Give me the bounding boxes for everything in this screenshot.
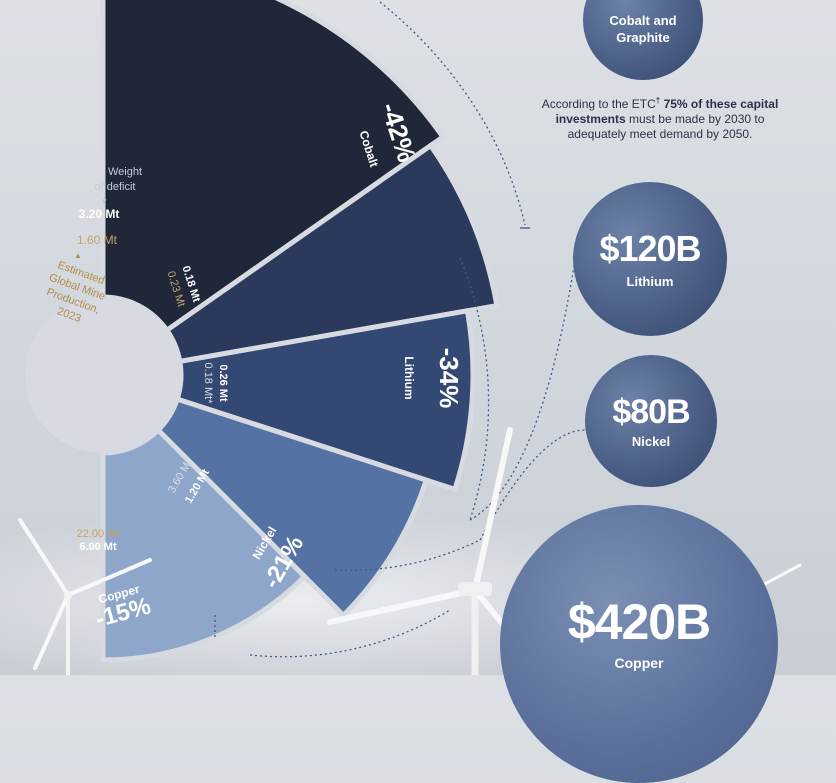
nickel-guide-arc — [334, 539, 481, 571]
cobalt-graphite-label: Cobalt and Graphite — [609, 13, 677, 45]
etc-note: According to the ETC† 75% of these capit… — [535, 93, 785, 142]
lithium-investment-bubble: $120B Lithium — [573, 182, 727, 336]
turbine-left — [18, 518, 152, 675]
lithium-label: Lithium — [626, 274, 674, 289]
nickel-label: Nickel — [631, 434, 671, 449]
guide-lines — [214, 1, 586, 658]
copper-label: Copper — [614, 655, 664, 671]
graphite-deficit: 3.20 Mt — [79, 207, 120, 221]
lithium-deficit: 0.26 Mt — [217, 364, 229, 402]
lithium-production: 0.18 Mt* — [202, 363, 214, 405]
nickel-amount: $80B — [612, 393, 690, 431]
copper-deficit: 6.00 Mt — [79, 541, 117, 553]
copper-production: 22.00 Mt — [77, 528, 120, 540]
nickel-connector — [479, 429, 586, 541]
note-tail: must be made by 2030 to adequately meet … — [567, 112, 765, 141]
weight-legend-line2: of deficit — [95, 181, 136, 193]
copper-amount: $420B — [567, 594, 711, 650]
lithium-pct: -34% — [434, 348, 464, 409]
note-dagger: † — [655, 96, 661, 105]
copper-investment-bubble: $420B Copper — [500, 505, 778, 783]
arrow-down-icon: ▼ — [100, 197, 108, 206]
arrow-up-icon: ▲ — [74, 251, 82, 260]
center-label: ▲ Estimated Global Mine Production, 2023 — [45, 251, 107, 325]
infographic-canvas: -42% Cobalt 0.18 Mt 0.23 Mt -34% Lithium… — [0, 0, 739, 675]
note-bold: 75% of these capital investments — [555, 97, 779, 126]
lithium-connector — [469, 259, 576, 521]
note-lead: According to the ETC — [541, 97, 656, 111]
lithium-amount: $120B — [599, 228, 701, 269]
center-circle — [25, 297, 181, 453]
weight-legend-line1: Weight — [108, 166, 142, 178]
lithium-name: Lithium — [402, 356, 416, 399]
cobalt-guide-arc — [379, 1, 526, 226]
graphite-production: 1.60 Mt — [77, 233, 118, 247]
nickel-investment-bubble: $80B Nickel — [585, 355, 717, 487]
